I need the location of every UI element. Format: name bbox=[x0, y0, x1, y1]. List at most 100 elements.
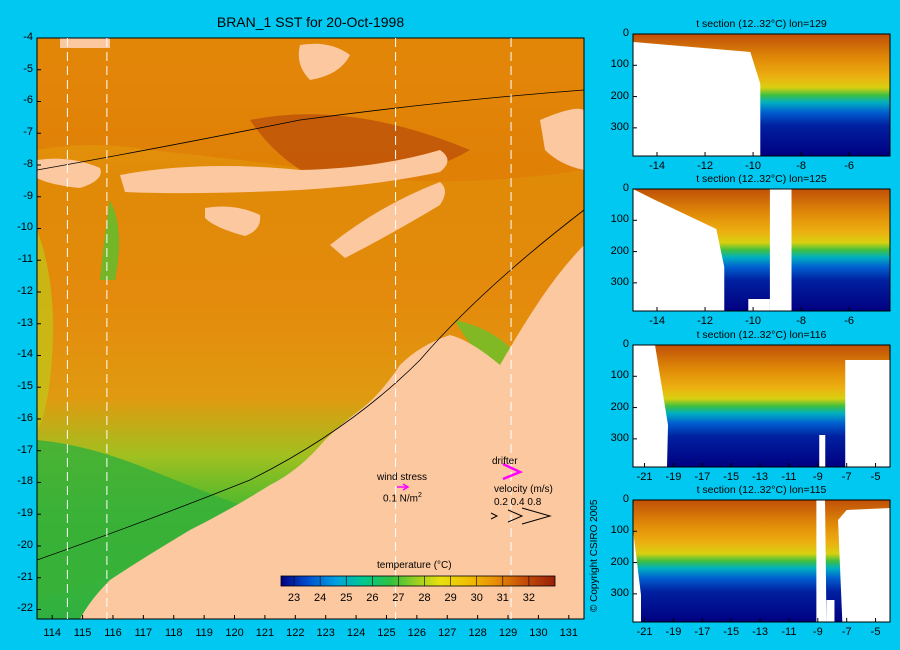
colorbar-tick-label: 25 bbox=[340, 592, 353, 604]
lon-tick-label: 123 bbox=[316, 627, 335, 639]
lon-tick-label: 128 bbox=[468, 627, 487, 639]
wind-stress-scale-value: 0.1 N/m bbox=[383, 493, 419, 505]
colorbar-ticks bbox=[293, 576, 530, 586]
cool-water-west bbox=[37, 230, 54, 430]
australia-mainland bbox=[80, 245, 584, 619]
section-lat-tick-label: -13 bbox=[752, 626, 768, 638]
lon-tick-label: 118 bbox=[164, 627, 183, 639]
section-lat-tick-label: -21 bbox=[636, 471, 653, 483]
colorbar-tick-label: 26 bbox=[366, 592, 379, 604]
island-east bbox=[540, 108, 584, 170]
section-depth-tick-label: 200 bbox=[610, 555, 629, 568]
colorbar-tick-label: 29 bbox=[444, 592, 457, 604]
section-lat-tick-label: -5 bbox=[870, 471, 881, 483]
lat-tick-label: -16 bbox=[17, 411, 33, 424]
section-depth-tick-label: 100 bbox=[610, 58, 629, 71]
depth-contour-north bbox=[36, 89, 585, 171]
section-depth-tick-label: 0 bbox=[622, 27, 629, 39]
section-depth-tick-label: 0 bbox=[622, 493, 629, 505]
lat-tick-label: -8 bbox=[23, 157, 33, 170]
section-lat-tick-label: -14 bbox=[649, 160, 665, 172]
colorbar-tick-label: 30 bbox=[470, 592, 483, 604]
lat-tick-label: -22 bbox=[17, 602, 33, 615]
section-depth-tick-label: 200 bbox=[610, 244, 629, 257]
velocity-scale: 0.2 0.4 0.8 bbox=[494, 497, 542, 508]
section-lat-tick-label: -6 bbox=[844, 160, 855, 172]
section-lat-tick-label: -19 bbox=[665, 471, 682, 483]
velocity-arrow-medium-icon bbox=[507, 509, 524, 523]
section-lat-tick-label: -8 bbox=[796, 315, 807, 327]
wind-stress-scale-exponent: 2 bbox=[418, 492, 422, 499]
section-depth-tick-label: 100 bbox=[610, 524, 629, 537]
velocity-arrow-small-icon bbox=[490, 512, 499, 520]
section-depth-tick-label: 300 bbox=[610, 586, 629, 599]
section-depth-tick-label: 100 bbox=[610, 213, 629, 226]
lat-tick-label: -14 bbox=[17, 348, 33, 361]
lon-tick-label: 124 bbox=[346, 627, 366, 639]
section-depth-tick-label: 200 bbox=[610, 89, 629, 102]
lat-tick-label: -15 bbox=[17, 380, 33, 393]
lat-tick-label: -5 bbox=[23, 62, 33, 75]
cool-water-bonaparte bbox=[455, 320, 520, 370]
depth-contour-shelf bbox=[36, 209, 585, 561]
section-title: t section (12..32°C) lon=116 bbox=[696, 329, 827, 341]
lat-tick-label: -17 bbox=[17, 443, 33, 456]
lon-tick-label: 131 bbox=[559, 627, 578, 639]
lon-tick-label: 125 bbox=[377, 627, 396, 639]
section-lat-tick-label: -15 bbox=[723, 471, 740, 483]
colorbar-tick-label: 31 bbox=[496, 592, 509, 604]
colorbar-tick-label: 32 bbox=[522, 592, 536, 604]
lat-tick-label: -18 bbox=[17, 475, 33, 488]
section-depth-tick-label: 0 bbox=[622, 338, 629, 350]
section-lat-tick-label: -17 bbox=[694, 471, 711, 483]
lat-tick-label: -12 bbox=[17, 284, 33, 297]
section-lat-tick-label: -11 bbox=[781, 471, 797, 483]
section-title: t section (12..32°C) lon=129 bbox=[696, 18, 827, 30]
colorbar bbox=[280, 575, 556, 587]
colorbar-title: temperature (°C) bbox=[377, 560, 452, 571]
lon-tick-label: 116 bbox=[104, 627, 122, 639]
section-depth-tick-label: 300 bbox=[610, 431, 629, 444]
lon-tick-label: 117 bbox=[134, 627, 153, 639]
map-title: BRAN_1 SST for 20-Oct-1998 bbox=[216, 14, 405, 30]
velocity-arrow-large-icon bbox=[521, 507, 552, 525]
lat-tick-label: -11 bbox=[17, 253, 33, 266]
island-sumba-west bbox=[37, 158, 101, 188]
island-flores-chain bbox=[120, 150, 448, 194]
wind-stress-scale: 0.1 N/m2 bbox=[383, 492, 422, 504]
island-timor bbox=[330, 182, 445, 258]
section-lat-tick-label: -10 bbox=[745, 160, 762, 172]
lat-tick-label: -13 bbox=[17, 316, 33, 329]
lon-tick-label: 129 bbox=[498, 627, 518, 639]
lon-tick-label: 126 bbox=[407, 627, 427, 639]
section-lat-tick-label: -12 bbox=[697, 315, 713, 327]
section-lines bbox=[66, 38, 512, 619]
section-depth-tick-label: 300 bbox=[610, 120, 629, 133]
cool-water-southwest bbox=[37, 440, 240, 600]
section-lat-tick-label: -9 bbox=[812, 626, 823, 638]
section-lat-tick-label: -7 bbox=[841, 626, 852, 638]
section-lat-tick-label: -15 bbox=[723, 626, 740, 638]
section-depth-tick-label: 200 bbox=[610, 400, 629, 413]
lat-tick-label: -10 bbox=[17, 221, 33, 234]
section-title: t section (12..32°C) lon=125 bbox=[696, 173, 827, 185]
section-depth-tick-label: 0 bbox=[622, 182, 629, 194]
section-lat-tick-label: -14 bbox=[649, 315, 665, 327]
drifter-label: drifter bbox=[492, 456, 518, 467]
section-lat-tick-label: -7 bbox=[841, 471, 852, 483]
section-depth-tick-label: 100 bbox=[610, 369, 629, 382]
lat-tick-label: -9 bbox=[23, 189, 33, 202]
lon-tick-label: 121 bbox=[255, 627, 275, 639]
section-title: t section (12..32°C) lon=115 bbox=[696, 484, 827, 496]
island-north bbox=[298, 43, 350, 80]
lon-tick-label: 127 bbox=[438, 627, 457, 639]
wind-stress-label: wind stress bbox=[377, 472, 428, 483]
section-lat-tick-label: -6 bbox=[844, 315, 855, 327]
lon-tick-label: 114 bbox=[43, 627, 61, 639]
section-lat-tick-label: -11 bbox=[781, 626, 797, 638]
map-frame bbox=[36, 37, 585, 620]
lon-tick-label: 120 bbox=[225, 627, 244, 639]
section-lat-tick-label: -10 bbox=[745, 315, 762, 327]
lon-tick-label: 122 bbox=[286, 627, 305, 639]
